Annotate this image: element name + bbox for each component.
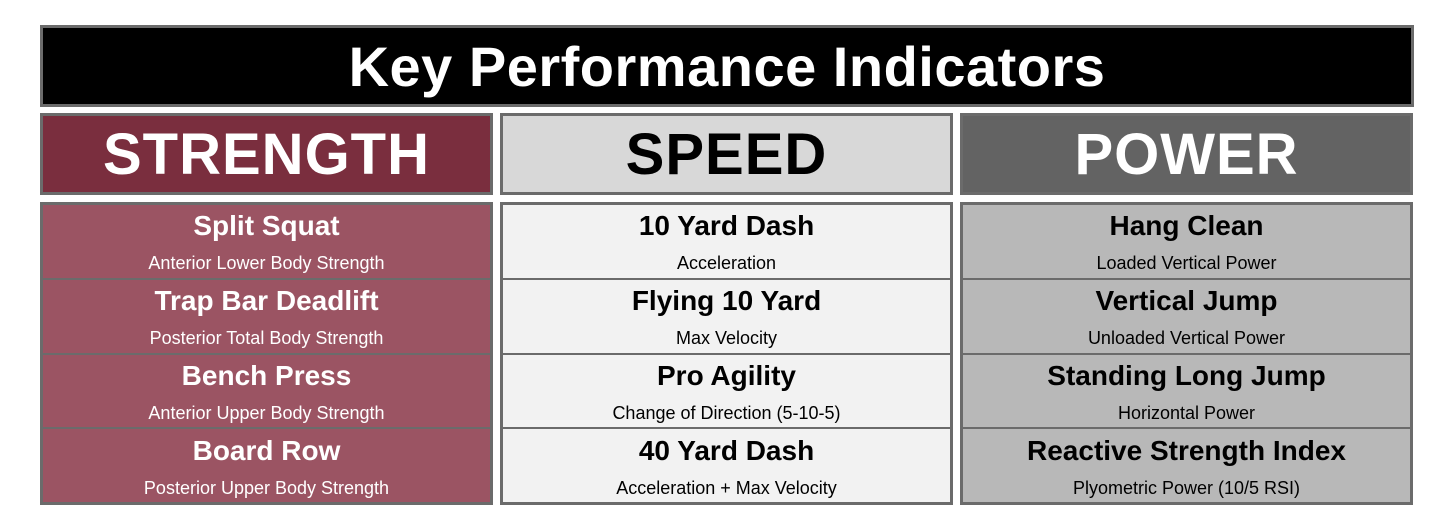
test-description: Change of Direction (5-10-5) [612,402,841,423]
test-description: Anterior Upper Body Strength [148,402,385,423]
test-name: Vertical Jump [1095,285,1278,317]
speed-test-row: Pro Agility Change of Direction (5-10-5) [503,352,950,428]
power-column: POWER Hang Clean Loaded Vertical Power V… [960,113,1413,505]
power-tests: Hang Clean Loaded Vertical Power Vertica… [960,202,1413,505]
test-name: Split Squat [193,210,340,242]
strength-header: STRENGTH [40,113,493,195]
test-name: Trap Bar Deadlift [154,285,379,317]
test-name: 40 Yard Dash [638,434,815,466]
test-description: Horizontal Power [1117,402,1256,423]
strength-test-row: Split Squat Anterior Lower Body Strength [43,205,490,278]
speed-header: SPEED [500,113,953,195]
test-description: Acceleration [676,253,777,274]
test-description: Plyometric Power (10/5 RSI) [1072,477,1301,498]
power-test-row: Reactive Strength Index Plyometric Power… [963,427,1410,502]
power-header: POWER [960,113,1413,195]
test-name: Bench Press [181,359,352,391]
test-name: Flying 10 Yard [631,285,822,317]
test-name: Hang Clean [1109,210,1264,242]
test-description: Posterior Upper Body Strength [143,477,390,498]
strength-test-row: Bench Press Anterior Upper Body Strength [43,352,490,428]
test-description: Acceleration + Max Velocity [616,477,837,498]
page-title: Key Performance Indicators [40,25,1414,107]
test-description: Loaded Vertical Power [1096,253,1277,274]
speed-tests: 10 Yard Dash Acceleration Flying 10 Yard… [500,202,953,505]
test-name: Reactive Strength Index [1027,434,1346,466]
speed-test-row: Flying 10 Yard Max Velocity [503,277,950,353]
speed-test-row: 10 Yard Dash Acceleration [503,205,950,278]
test-description: Posterior Total Body Strength [149,328,384,349]
test-name: 10 Yard Dash [638,210,815,242]
test-name: Pro Agility [657,359,796,391]
test-name: Board Row [192,434,341,466]
power-test-row: Standing Long Jump Horizontal Power [963,352,1410,428]
strength-test-row: Trap Bar Deadlift Posterior Total Body S… [43,277,490,353]
speed-test-row: 40 Yard Dash Acceleration + Max Velocity [503,427,950,502]
strength-test-row: Board Row Posterior Upper Body Strength [43,427,490,502]
test-description: Anterior Lower Body Strength [148,253,385,274]
speed-column: SPEED 10 Yard Dash Acceleration Flying 1… [500,113,953,505]
strength-column: STRENGTH Split Squat Anterior Lower Body… [40,113,493,505]
strength-tests: Split Squat Anterior Lower Body Strength… [40,202,493,505]
test-name: Standing Long Jump [1047,359,1326,391]
power-test-row: Vertical Jump Unloaded Vertical Power [963,277,1410,353]
power-test-row: Hang Clean Loaded Vertical Power [963,205,1410,278]
test-description: Unloaded Vertical Power [1087,328,1286,349]
test-description: Max Velocity [675,328,778,349]
